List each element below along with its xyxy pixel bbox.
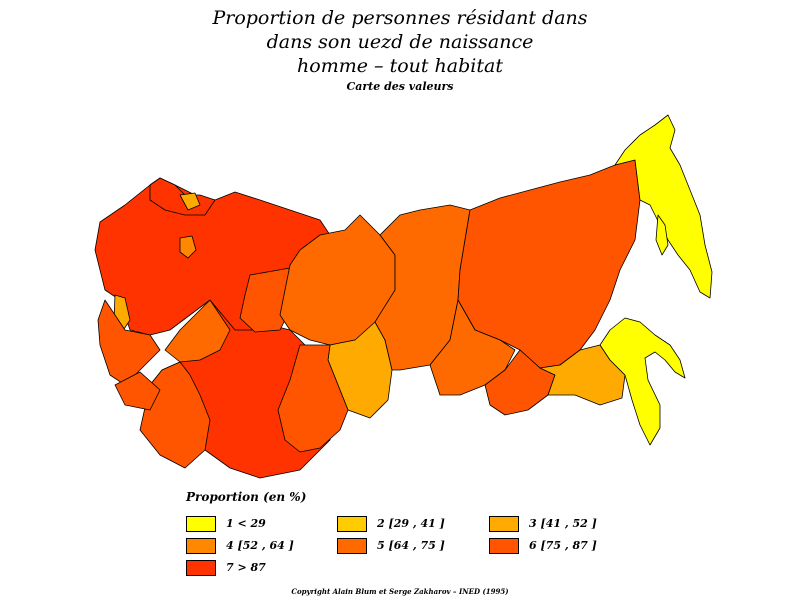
region-irkutsk xyxy=(429,299,516,396)
region-kamchatka xyxy=(614,114,713,299)
legend-label-4: 4 [52 , 64 ] xyxy=(226,539,294,552)
legend-swatch-1 xyxy=(186,516,216,532)
legend-label-6: 6 [75 , 87 ] xyxy=(529,539,597,552)
legend-label-1: 1 < 29 xyxy=(226,517,266,530)
title-line-3: homme – tout habitat xyxy=(297,55,503,77)
region-amur xyxy=(539,344,626,406)
legend-title: Proportion (en %) xyxy=(186,490,307,504)
region-karelia xyxy=(179,192,201,211)
legend-swatch-4 xyxy=(186,538,216,554)
region-primorye xyxy=(599,317,686,446)
legend-label-2: 2 [29 , 41 ] xyxy=(377,517,445,530)
region-caucasus xyxy=(114,371,161,411)
legend-label-3: 3 [41 , 52 ] xyxy=(529,517,597,530)
title-line-1: Proportion de personnes résidant dans xyxy=(212,7,588,29)
region-sakhalin xyxy=(655,214,669,256)
legend-swatch-6 xyxy=(489,538,519,554)
legend-swatch-2 xyxy=(337,516,367,532)
map-title: Proportion de personnes résidant dans da… xyxy=(0,6,800,78)
map-subtitle: Carte des valeurs xyxy=(346,80,454,93)
legend-swatch-3 xyxy=(489,516,519,532)
legend-label-5: 5 [64 , 75 ] xyxy=(377,539,445,552)
region-moscow xyxy=(179,235,197,259)
legend-label-7: 7 > 87 xyxy=(226,561,266,574)
title-line-2: dans son uezd de naissance xyxy=(266,31,534,53)
legend-swatch-7 xyxy=(186,560,216,576)
legend-swatch-5 xyxy=(337,538,367,554)
copyright-notice: Copyright Alain Blum et Serge Zakharov –… xyxy=(291,587,509,596)
region-altai xyxy=(277,344,349,453)
region-kazakh-west xyxy=(164,299,231,363)
